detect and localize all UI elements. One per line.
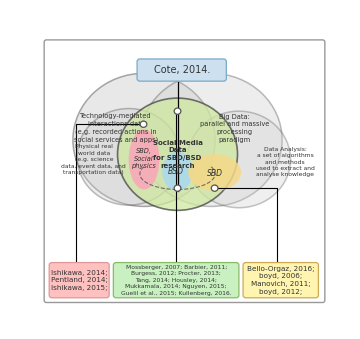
Circle shape <box>140 121 147 127</box>
Circle shape <box>187 111 291 208</box>
FancyBboxPatch shape <box>113 262 239 298</box>
Text: Technology-mediated
interactions data
(e.g. recorded actions in
social services : Technology-mediated interactions data (e… <box>74 113 158 143</box>
Circle shape <box>174 185 181 191</box>
Circle shape <box>77 108 180 205</box>
FancyBboxPatch shape <box>49 262 109 298</box>
FancyBboxPatch shape <box>137 59 226 81</box>
Text: SBD,
Social
physics: SBD, Social physics <box>131 148 156 169</box>
Text: Big Data:
parallel and massive
processing
paradigm: Big Data: parallel and massive processin… <box>200 114 269 143</box>
Text: Physical real
world data
(e.g. science
data, event data, and
transportation data: Physical real world data (e.g. science d… <box>62 144 126 175</box>
Circle shape <box>73 73 215 206</box>
Ellipse shape <box>129 129 159 190</box>
Circle shape <box>140 73 282 206</box>
Text: SBD: SBD <box>207 169 223 178</box>
Text: Data Analysis:
a set of algorithms
and methods
used to extract and
analyse knowl: Data Analysis: a set of algorithms and m… <box>256 147 314 177</box>
Circle shape <box>117 98 238 210</box>
Ellipse shape <box>162 152 193 191</box>
Circle shape <box>174 108 181 114</box>
Text: Social Media
Data
for SBD/BSD
research: Social Media Data for SBD/BSD research <box>153 140 202 169</box>
FancyBboxPatch shape <box>243 262 319 298</box>
Ellipse shape <box>188 154 241 191</box>
Text: Ishikawa, 2014;
Pentland, 2014;
Ishikawa, 2015;: Ishikawa, 2014; Pentland, 2014; Ishikawa… <box>51 270 108 291</box>
Text: Bello-Orgaz, 2016;
boyd, 2006;
Manovich, 2011;
boyd, 2012;: Bello-Orgaz, 2016; boyd, 2006; Manovich,… <box>247 266 315 295</box>
Text: Mossberger, 2007; Barbier, 2011;
Burgess, 2012; Procter, 2013;
Tang, 2014; Housl: Mossberger, 2007; Barbier, 2011; Burgess… <box>121 265 231 296</box>
Text: BSD: BSD <box>167 167 184 176</box>
Circle shape <box>211 185 218 191</box>
FancyBboxPatch shape <box>44 40 325 302</box>
Text: Cote, 2014.: Cote, 2014. <box>153 65 210 75</box>
